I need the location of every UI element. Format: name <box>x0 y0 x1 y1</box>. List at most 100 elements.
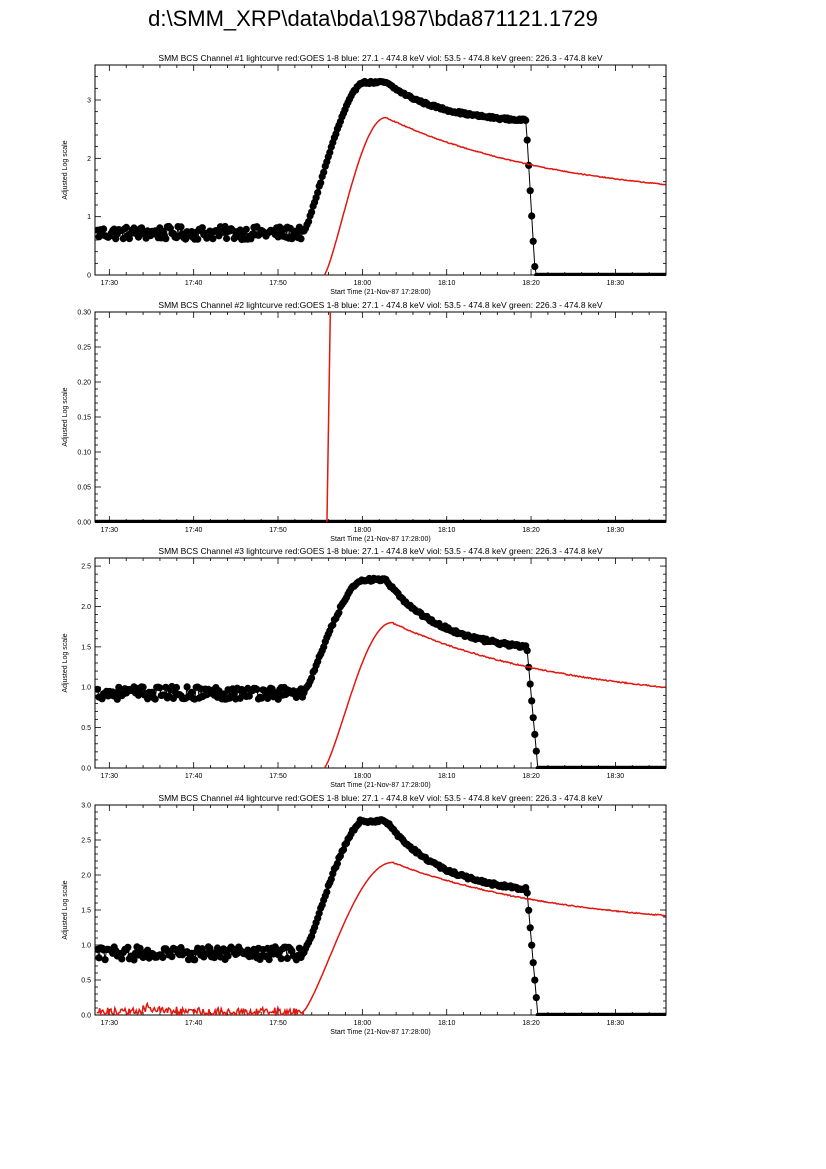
y-axis-label: Adjusted Log scale <box>62 387 69 446</box>
channel-data-point <box>522 116 530 124</box>
chart-panel-channel-2: SMM BCS Channel #2 lightcurve red:GOES 1… <box>62 300 667 543</box>
channel-data-point <box>194 235 202 243</box>
channel-data-point <box>168 953 176 961</box>
channel-data-point <box>162 235 170 243</box>
x-tick-label: 18:10 <box>438 773 456 780</box>
x-tick-label: 18:10 <box>438 1020 456 1027</box>
channel-data-point <box>523 136 531 144</box>
channel-data-point <box>295 944 303 952</box>
y-tick-label: 2.0 <box>81 604 91 611</box>
channel-data-point <box>198 224 206 232</box>
channel-data-point <box>124 943 132 951</box>
channel-data-point <box>327 875 335 883</box>
channel-data-point <box>305 218 313 226</box>
channel-data-point <box>177 944 185 952</box>
goes-series-line <box>323 621 666 769</box>
channel-data-point <box>177 223 185 231</box>
y-tick-label: 0.5 <box>81 725 91 732</box>
y-tick-label: 1 <box>87 214 91 221</box>
x-tick-label: 17:50 <box>269 1020 287 1027</box>
channel-data-point <box>528 941 536 949</box>
channel-data-point <box>526 924 534 932</box>
x-tick-label: 17:30 <box>101 527 119 534</box>
channel-data-point <box>223 234 231 243</box>
x-axis-label: Start Time (21-Nov-87 17:28:00) <box>330 536 430 543</box>
chart-title: SMM BCS Channel #1 lightcurve red:GOES 1… <box>158 53 602 63</box>
y-axis-label: Adjusted Log scale <box>62 880 69 939</box>
chart-title: SMM BCS Channel #3 lightcurve red:GOES 1… <box>158 546 602 556</box>
y-tick-label: 2.0 <box>81 873 91 880</box>
channel-data-point <box>335 609 343 617</box>
channel-data-point <box>183 683 191 691</box>
y-tick-label: 0 <box>87 273 91 280</box>
channel-data-point <box>525 906 533 914</box>
channel-data-point <box>139 683 147 691</box>
x-tick-label: 18:00 <box>354 280 372 287</box>
y-tick-label: 0.0 <box>81 1013 91 1020</box>
channel-data-point <box>528 212 536 220</box>
channel-data-point <box>314 189 322 197</box>
channel-series-line <box>97 80 666 276</box>
y-tick-label: 1.5 <box>81 908 91 915</box>
channel-data-point <box>130 956 138 964</box>
x-tick-label: 17:50 <box>269 280 287 287</box>
channel-data-point <box>320 168 328 176</box>
channel-data-point <box>242 225 250 233</box>
plot-frame <box>94 311 667 523</box>
channel-data-point <box>156 684 164 692</box>
y-tick-label: 3.0 <box>81 803 91 810</box>
channel-data-point <box>188 688 196 696</box>
x-tick-label: 17:40 <box>185 280 203 287</box>
channel-data-point <box>148 688 156 696</box>
channel-data-point <box>526 680 534 688</box>
plot-area <box>95 574 666 769</box>
x-tick-label: 17:50 <box>269 527 287 534</box>
channel-data-point <box>663 1012 666 1016</box>
channel-data-point <box>198 945 206 953</box>
x-tick-label: 18:30 <box>607 280 625 287</box>
y-tick-label: 2.5 <box>81 564 91 571</box>
channel-data-point <box>95 954 103 962</box>
channel-data-point <box>101 956 109 964</box>
channel-data-point <box>151 695 159 703</box>
channel-data-point <box>122 223 130 231</box>
y-tick-label: 0.0 <box>81 766 91 773</box>
x-tick-label: 18:20 <box>522 773 540 780</box>
x-tick-label: 18:10 <box>438 280 456 287</box>
y-tick-label: 0.00 <box>77 520 91 527</box>
y-tick-label: 1.5 <box>81 644 91 651</box>
channel-data-point <box>531 976 539 984</box>
x-tick-label: 18:30 <box>607 773 625 780</box>
x-tick-label: 18:30 <box>607 1020 625 1027</box>
channel-data-point <box>191 956 199 964</box>
chart-panel-channel-3: SMM BCS Channel #3 lightcurve red:GOES 1… <box>62 546 667 789</box>
channel-data-point <box>317 179 325 187</box>
plot-area <box>95 816 666 1016</box>
x-tick-label: 17:30 <box>101 1020 119 1027</box>
goes-series-line <box>323 116 666 276</box>
y-tick-label: 1.0 <box>81 943 91 950</box>
channel-data-point <box>526 187 534 195</box>
channel-data-point <box>528 697 536 705</box>
x-tick-label: 18:30 <box>607 527 625 534</box>
page-title: d:\SMM_XRP\data\bda\1987\bda871121.1729 <box>148 6 598 31</box>
y-tick-label: 2 <box>87 156 91 163</box>
plot-area <box>95 77 666 276</box>
channel-data-point <box>292 693 300 701</box>
channel-data-point <box>531 730 539 738</box>
y-axis-label: Adjusted Log scale <box>62 633 69 692</box>
plot-frame <box>94 804 667 1016</box>
x-tick-label: 18:00 <box>354 527 372 534</box>
channel-data-point <box>245 692 253 700</box>
channel-data-point <box>115 683 123 691</box>
x-tick-label: 18:20 <box>522 527 540 534</box>
y-tick-label: 3 <box>87 98 91 105</box>
plot-frame <box>94 557 667 769</box>
chart-panel-channel-1: SMM BCS Channel #1 lightcurve red:GOES 1… <box>62 53 667 296</box>
channel-data-point <box>172 683 181 692</box>
channel-data-point <box>323 888 331 896</box>
x-tick-label: 17:40 <box>185 773 203 780</box>
channel-data-point <box>297 235 305 243</box>
plot-area <box>95 311 666 523</box>
chart-panel-channel-4: SMM BCS Channel #4 lightcurve red:GOES 1… <box>62 793 667 1036</box>
